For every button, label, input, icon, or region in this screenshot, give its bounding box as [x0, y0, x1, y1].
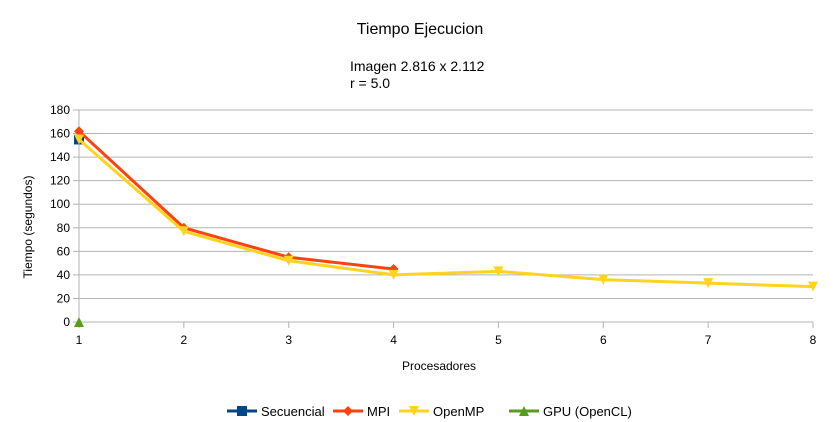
y-axis-label: Tiempo (segundos) [21, 176, 35, 279]
data-point [808, 281, 818, 292]
legend: Secuencial MPI OpenMP GPU (OpenCL) [227, 404, 632, 419]
legend-label: MPI [367, 404, 390, 419]
y-tick-label: 40 [57, 268, 71, 282]
y-tick-label: 140 [50, 150, 70, 164]
chart-subtitle-line-1: Imagen 2.816 x 2.112 [350, 58, 485, 74]
data-point [493, 266, 504, 277]
x-tick-label: 5 [495, 333, 502, 347]
legend-swatch-marker [409, 406, 419, 416]
y-tick-label: 100 [50, 197, 70, 211]
series-lines [74, 126, 818, 327]
data-point [703, 278, 714, 289]
data-point [178, 226, 189, 237]
legend-swatch-marker [519, 406, 529, 416]
chart-title: Tiempo Ejecucion [357, 21, 484, 38]
x-tick-label: 7 [705, 333, 712, 347]
axes [73, 109, 814, 328]
y-tick-label: 0 [63, 315, 70, 329]
tick-labels: 0 20 40 60 80 100 120 140 160 180 1 2 3 4 5 6 7 8 [50, 103, 817, 347]
x-tick-label: 3 [285, 333, 292, 347]
data-point [74, 134, 84, 145]
y-tick-label: 60 [57, 244, 71, 258]
x-axis-label: Procesadores [402, 359, 476, 373]
series-line [78, 138, 814, 289]
series-line [77, 130, 394, 271]
legend-label: GPU (OpenCL) [543, 404, 632, 419]
y-tick-label: 160 [50, 127, 70, 141]
x-tick-label: 8 [810, 333, 817, 347]
y-tick-label: 180 [50, 103, 70, 117]
x-tick-label: 6 [600, 333, 607, 347]
legend-swatch-marker [343, 406, 353, 416]
x-tick-label: 4 [390, 333, 397, 347]
data-point [283, 255, 294, 266]
gridlines [79, 109, 813, 323]
y-tick-label: 20 [57, 291, 71, 305]
x-tick-label: 2 [181, 333, 188, 347]
y-tick-label: 80 [57, 221, 71, 235]
data-point [74, 126, 84, 137]
x-tick-label: 1 [76, 333, 83, 347]
y-tick-label: 120 [50, 174, 70, 188]
data-point [74, 317, 84, 327]
legend-swatch-marker [237, 406, 247, 416]
legend-label: Secuencial [261, 404, 325, 419]
chart-subtitle-line-2: r = 5.0 [350, 75, 390, 91]
data-point [598, 274, 609, 285]
data-point [388, 269, 399, 280]
legend-label: OpenMP [433, 404, 484, 419]
